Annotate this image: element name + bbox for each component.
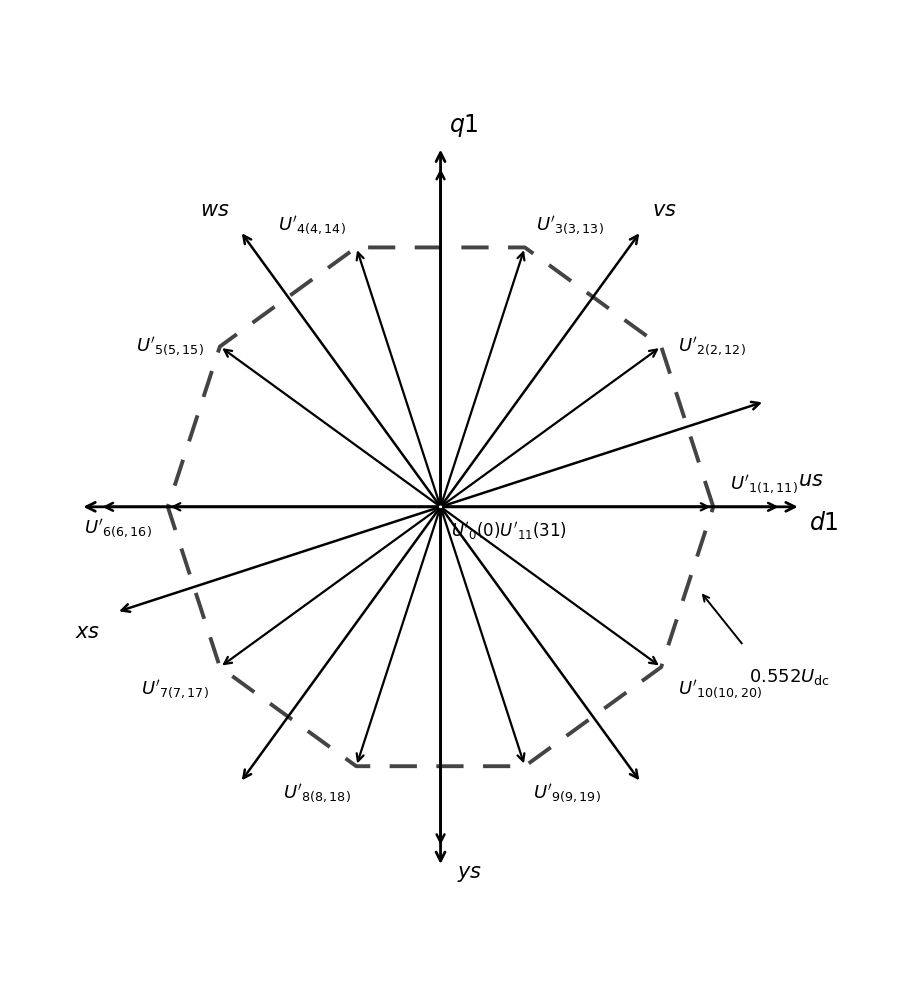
Text: $U'_{1(1,11)}$: $U'_{1(1,11)}$ — [729, 473, 798, 496]
Text: $ys$: $ys$ — [457, 864, 482, 884]
Text: $U'_0(0)U'_{11}(31)$: $U'_0(0)U'_{11}(31)$ — [452, 520, 568, 542]
Text: $0.552U_{\mathrm{dc}}$: $0.552U_{\mathrm{dc}}$ — [749, 667, 830, 687]
Text: $U'_{8(8,18)}$: $U'_{8(8,18)}$ — [283, 783, 350, 805]
Text: $U'_{5(5,15)}$: $U'_{5(5,15)}$ — [136, 335, 204, 358]
Text: $us$: $us$ — [798, 471, 823, 490]
Text: $U'_{7(7,17)}$: $U'_{7(7,17)}$ — [141, 678, 209, 701]
Text: $q1$: $q1$ — [449, 112, 479, 139]
Text: $xs$: $xs$ — [75, 623, 100, 642]
Text: $U'_{2(2,12)}$: $U'_{2(2,12)}$ — [678, 335, 745, 358]
Text: $U'_{6(6,16)}$: $U'_{6(6,16)}$ — [84, 518, 151, 540]
Text: $vs$: $vs$ — [652, 201, 677, 220]
Text: $U'_{9(9,19)}$: $U'_{9(9,19)}$ — [533, 783, 601, 805]
Text: $ws$: $ws$ — [200, 201, 230, 220]
Text: $U'_{{10}(10,20)}$: $U'_{{10}(10,20)}$ — [678, 678, 762, 701]
Text: $U'_{3(3,13)}$: $U'_{3(3,13)}$ — [536, 214, 604, 237]
Text: $d1$: $d1$ — [809, 512, 838, 535]
Text: $U'_{4(4,14)}$: $U'_{4(4,14)}$ — [278, 214, 346, 237]
